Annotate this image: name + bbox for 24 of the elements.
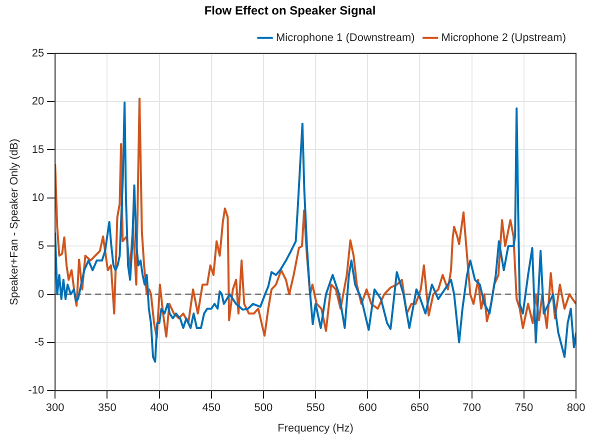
x-tick-label: 750 — [514, 402, 534, 414]
y-tick-label: -5 — [34, 336, 44, 348]
legend-label: Microphone 1 (Downstream) — [276, 32, 415, 44]
y-tick-label: 0 — [38, 288, 44, 300]
x-tick-label: 500 — [254, 402, 273, 414]
x-tick-label: 700 — [462, 402, 481, 414]
legend-label: Microphone 2 (Upstream) — [441, 32, 566, 44]
y-tick-label: 25 — [32, 47, 44, 60]
x-tick-label: 800 — [566, 402, 586, 414]
y-axis-title: Speaker+Fan - Speaker Only (dB) — [8, 138, 21, 306]
y-tick-label: 5 — [38, 240, 44, 252]
x-tick-label: 400 — [150, 402, 168, 414]
chart-title: Flow Effect on Speaker Signal — [204, 4, 376, 18]
y-tick-label: 20 — [32, 96, 44, 108]
y-tick-label: 10 — [32, 192, 44, 204]
x-tick-label: 350 — [98, 402, 116, 414]
x-tick-label: 450 — [202, 402, 221, 414]
x-tick-label: 550 — [306, 402, 325, 414]
x-tick-label: 600 — [358, 402, 377, 414]
x-axis-title: Frequency (Hz) — [278, 422, 354, 434]
x-tick-label: 650 — [410, 402, 429, 414]
x-tick-label: 300 — [46, 402, 64, 414]
y-tick-label: 15 — [32, 144, 44, 156]
y-tick-label: -10 — [28, 384, 44, 397]
